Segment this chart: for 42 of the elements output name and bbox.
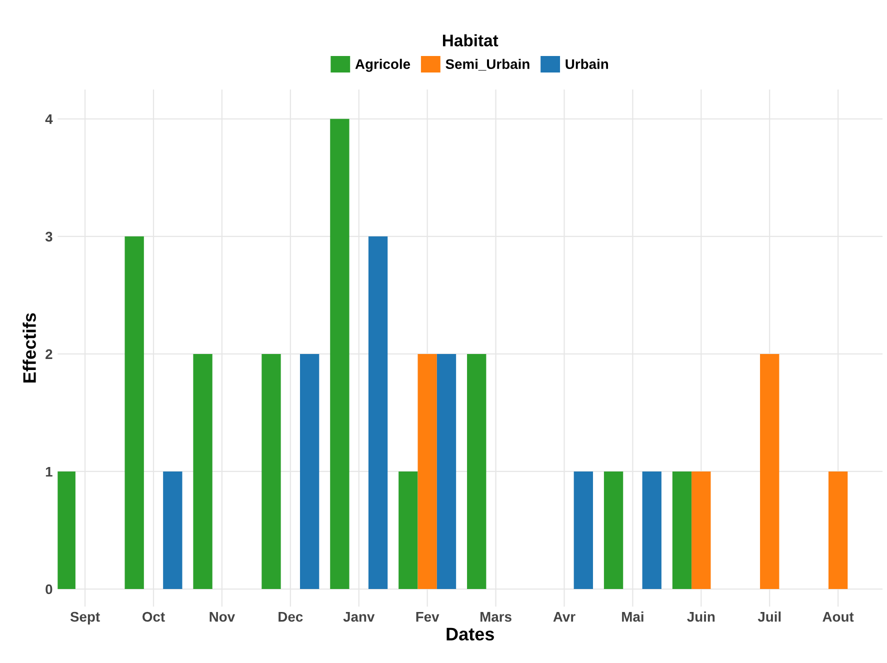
bar — [436, 354, 456, 590]
legend-label: Urbain — [566, 58, 608, 70]
y-tick-label: 2 — [46, 349, 52, 359]
x-axis-title: Dates — [446, 628, 494, 640]
x-tick-label: Oct — [142, 612, 165, 622]
legend-label: Agricole — [355, 58, 410, 72]
x-tick-label: Mai — [622, 612, 644, 622]
legend-label: Semi_Urbain — [446, 58, 530, 71]
bar — [58, 471, 76, 590]
bar — [760, 354, 780, 590]
bar — [467, 354, 486, 590]
bar — [398, 471, 418, 590]
y-tick-label: 0 — [46, 584, 52, 594]
bar — [418, 354, 437, 590]
bar — [672, 471, 692, 590]
bar — [124, 236, 144, 590]
bar — [300, 354, 320, 590]
x-tick-label: Dec — [278, 612, 303, 622]
y-tick-label: 4 — [45, 114, 53, 124]
x-tick-label: Aout — [822, 612, 854, 622]
bar — [828, 471, 848, 590]
bar — [330, 118, 350, 590]
y-tick-label: 1 — [46, 466, 52, 477]
bar — [574, 471, 593, 590]
bar — [604, 471, 624, 590]
x-tick-label: Juin — [687, 612, 715, 622]
y-tick-label: 3 — [45, 232, 52, 242]
bar — [262, 354, 281, 590]
x-tick-label: Juil — [758, 612, 781, 622]
bar — [193, 354, 212, 590]
bar — [642, 471, 662, 590]
x-tick-label: Sept — [70, 612, 100, 624]
x-tick-label: Nov — [210, 612, 236, 622]
bar — [163, 471, 182, 590]
x-tick-label: Avr — [553, 612, 576, 622]
bar — [368, 236, 388, 590]
bar — [692, 471, 711, 590]
x-tick-label: Fev — [416, 612, 440, 622]
x-tick-label: Janv — [343, 612, 375, 622]
y-axis-title: Effectifs — [22, 313, 36, 382]
x-tick-label: Mars — [480, 612, 512, 622]
legend-title: Habitat — [442, 34, 498, 46]
